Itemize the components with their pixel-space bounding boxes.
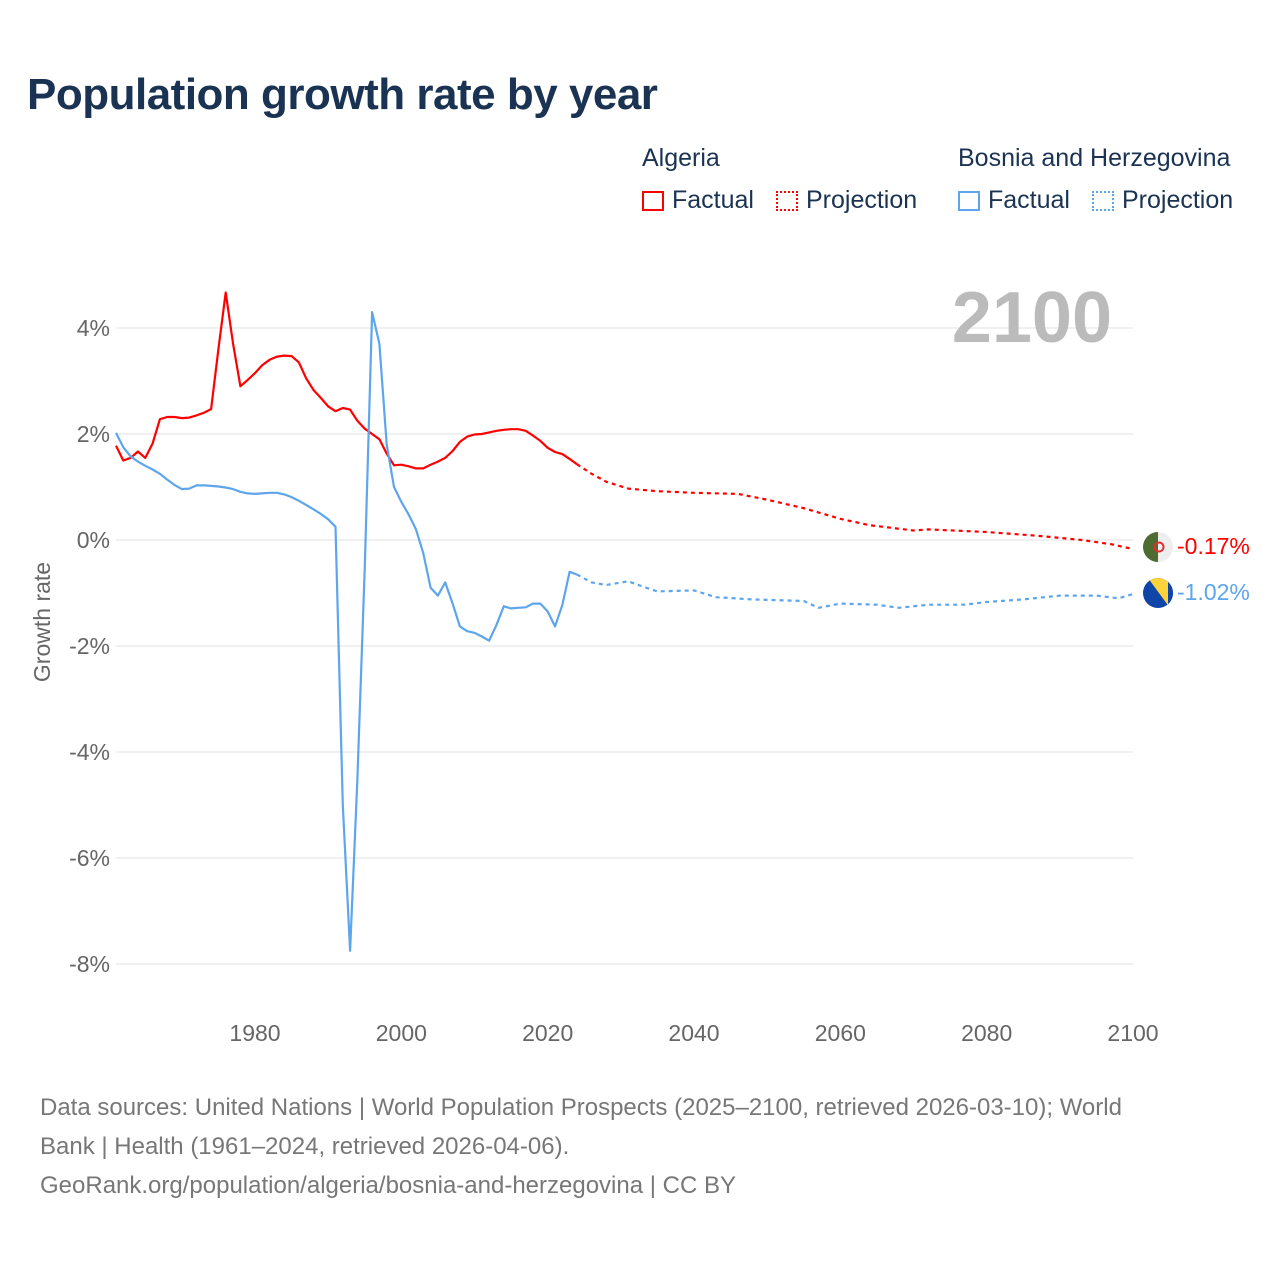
series-line-algeria-projection	[576, 463, 1134, 551]
year-indicator: 2100	[952, 278, 1112, 358]
series-line-bosnia-and-herzegovina-factual	[115, 311, 578, 952]
legend-label: Projection	[1122, 186, 1234, 214]
legend-label: Factual	[672, 186, 754, 214]
source-line-2: Bank | Health (1961–2024, retrieved 2026…	[40, 1133, 570, 1160]
legend-algeria-factual[interactable]: Factual	[642, 186, 754, 215]
attribution-link[interactable]: GeoRank.org/population/algeria/bosnia-an…	[40, 1172, 736, 1199]
x-tick-label: 2020	[522, 1020, 573, 1046]
series-line-bosnia-and-herzegovina-projection	[576, 573, 1134, 609]
y-tick-label: -8%	[69, 951, 110, 977]
legend-label: Factual	[988, 186, 1070, 214]
legend-group-title: Algeria	[642, 144, 720, 172]
chart-plot: 4% 2% 0% -2% -4% -6% -8% 1980 2000 2020 2040 2060 20…	[29, 278, 1250, 1046]
x-tick-label: 1980	[229, 1020, 280, 1046]
legend-algeria: Algeria	[642, 144, 720, 173]
x-tick-label: 2100	[1107, 1020, 1158, 1046]
chart-title: Population growth rate by year	[27, 70, 658, 119]
x-tick-label: 2040	[668, 1020, 719, 1046]
x-tick-label: 2000	[376, 1020, 427, 1046]
bosnia-end-value: -1.02%	[1177, 579, 1250, 605]
x-tick-label: 2060	[815, 1020, 866, 1046]
series-line-algeria-factual	[115, 291, 578, 470]
y-axis-label: Growth rate	[29, 562, 55, 682]
y-tick-label: 4%	[77, 315, 110, 341]
legend-label: Projection	[806, 186, 918, 214]
legend-swatch-dotted	[1092, 190, 1114, 211]
legend-group-title: Bosnia and Herzegovina	[958, 144, 1231, 172]
y-tick-label: 2%	[77, 421, 110, 447]
y-tick-label: -2%	[69, 633, 110, 659]
legend-bosnia: Bosnia and Herzegovina	[958, 144, 1230, 173]
legend-bosnia-projection[interactable]: Projection	[1092, 186, 1233, 215]
legend-swatch-solid	[958, 190, 980, 211]
y-tick-label: -6%	[69, 845, 110, 871]
y-tick-label: 0%	[77, 527, 110, 553]
x-tick-label: 2080	[961, 1020, 1012, 1046]
legend-swatch-solid	[642, 190, 664, 211]
bosnia-flag-icon	[1143, 578, 1173, 608]
source-line-1: Data sources: United Nations | World Pop…	[40, 1094, 1122, 1121]
y-tick-label: -4%	[69, 739, 110, 765]
legend-swatch-dotted	[776, 190, 798, 211]
algeria-end-value: -0.17%	[1177, 533, 1250, 559]
algeria-flag-icon	[1143, 532, 1173, 562]
legend-algeria-projection[interactable]: Projection	[776, 186, 917, 215]
footer: Data sources: United Nations | World Pop…	[40, 1088, 1240, 1205]
legend-bosnia-factual[interactable]: Factual	[958, 186, 1070, 215]
